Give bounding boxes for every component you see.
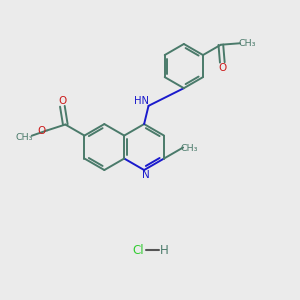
Text: N: N — [142, 170, 149, 180]
Text: O: O — [219, 63, 227, 73]
Text: HN: HN — [134, 95, 149, 106]
Text: O: O — [58, 96, 67, 106]
Text: O: O — [37, 126, 46, 136]
Text: Cl: Cl — [132, 244, 144, 256]
Text: CH₃: CH₃ — [16, 133, 33, 142]
Text: CH₃: CH₃ — [238, 39, 256, 48]
Text: CH₃: CH₃ — [181, 145, 198, 154]
Text: H: H — [160, 244, 169, 256]
